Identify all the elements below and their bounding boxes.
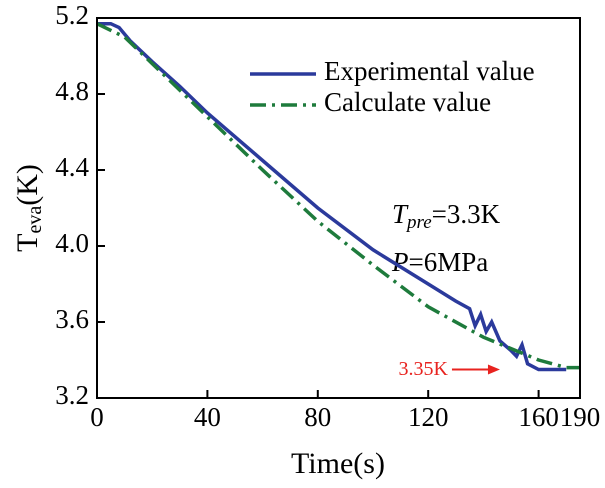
x-tick-label: 190: [560, 402, 601, 432]
y-tick-label: 4.8: [55, 76, 89, 106]
legend-label: Experimental value: [324, 56, 535, 86]
x-tick-label: 40: [194, 402, 221, 432]
y-tick-label: 3.6: [55, 304, 89, 334]
y-label-unit: (K): [11, 164, 44, 206]
condition-sub: pre: [405, 212, 432, 233]
data-line: [96, 22, 580, 370]
y-label-sub: eva: [24, 206, 46, 234]
legend-label: Calculate value: [324, 87, 491, 117]
x-tick-label: 120: [408, 402, 449, 432]
condition-text: =3.3K: [432, 199, 501, 229]
condition-symbol: T: [392, 199, 409, 229]
y-label-base: T: [11, 234, 44, 252]
x-axis-label: Time(s): [291, 447, 385, 480]
x-tick-label: 0: [90, 402, 104, 432]
y-tick-label: 4.4: [55, 152, 89, 182]
x-tick-label: 80: [304, 402, 331, 432]
y-tick-label: 3.2: [55, 380, 89, 410]
y-tick-label: 4.0: [55, 228, 89, 258]
condition-label: Tpre=3.3K: [392, 199, 501, 233]
y-axis-label: Teva(K): [11, 164, 46, 252]
condition-label: P=6MPa: [391, 247, 488, 277]
axes-frame: [96, 17, 581, 399]
arrow-label: 3.35K: [399, 358, 449, 380]
condition-text: =6MPa: [409, 247, 489, 277]
y-tick-label: 5.2: [55, 0, 89, 30]
x-tick-label: 160: [518, 402, 559, 432]
arrow-head: [487, 364, 500, 375]
